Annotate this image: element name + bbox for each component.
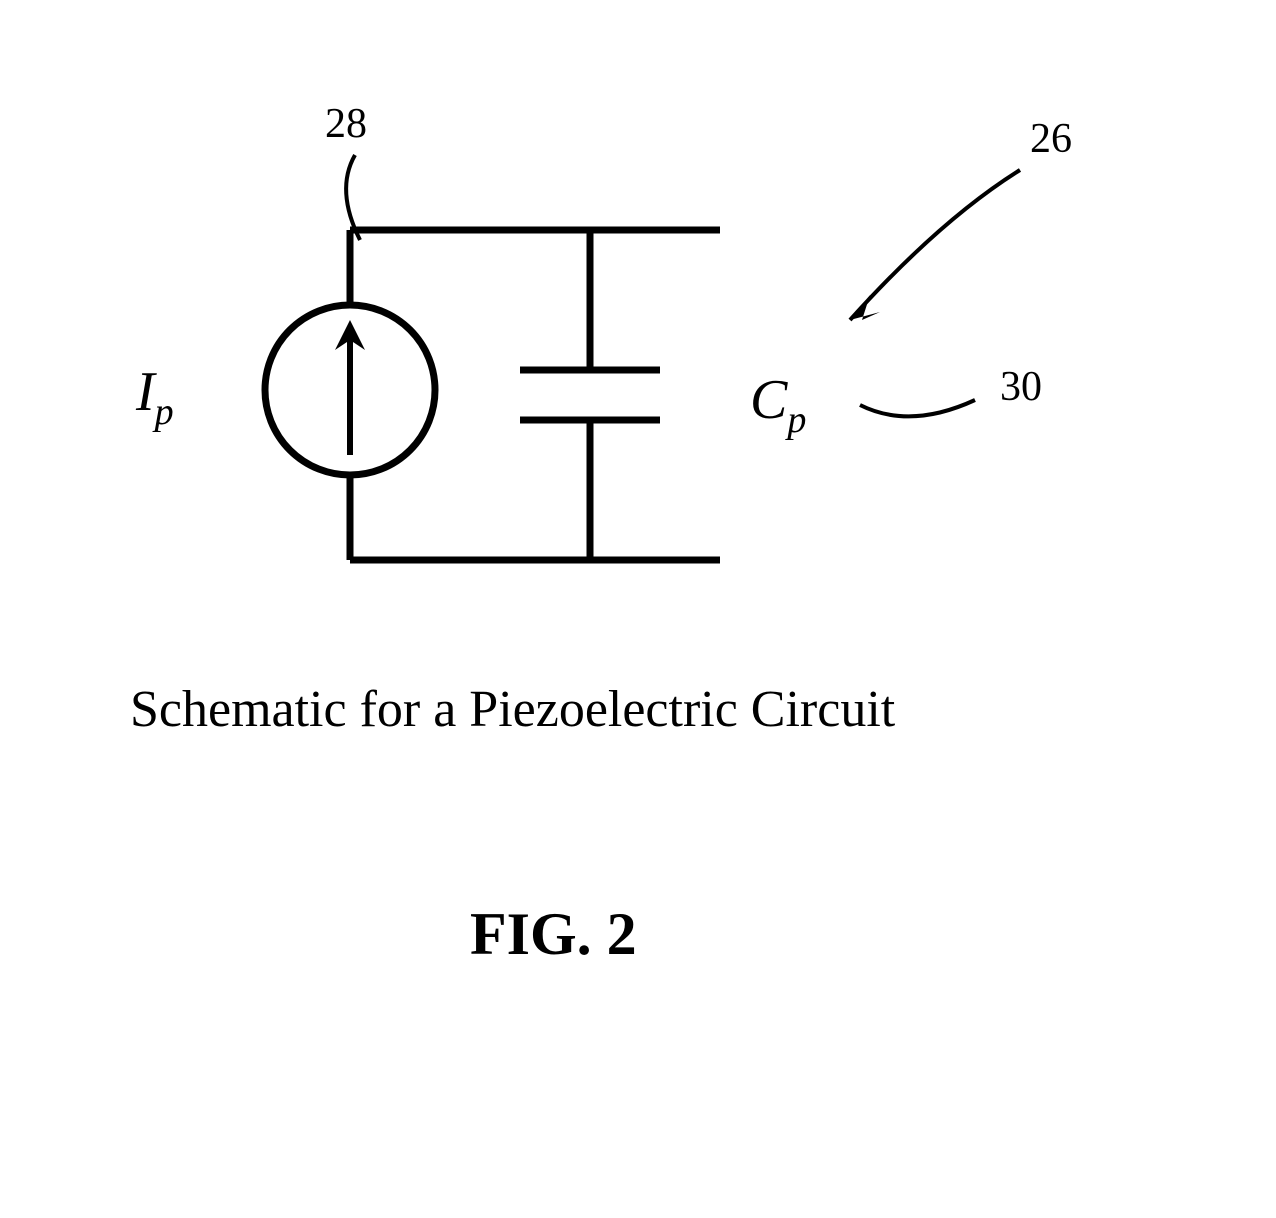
circuit-schematic — [220, 140, 740, 580]
current-source-label: Ip — [136, 360, 174, 424]
leader-line-30 — [850, 380, 990, 440]
capacitor-subscript: p — [787, 399, 806, 441]
leader-arrow-26 — [820, 160, 1040, 340]
diagram-caption: Schematic for a Piezoelectric Circuit — [130, 680, 895, 739]
ref-number-overall: 26 — [1030, 115, 1072, 163]
current-symbol: I — [136, 361, 155, 423]
figure-label: FIG. 2 — [470, 900, 637, 969]
capacitor-symbol: C — [750, 369, 787, 431]
ref-number-capacitor: 30 — [1000, 363, 1042, 411]
current-subscript: p — [155, 391, 174, 433]
diagram-container: 28 26 Ip Cp — [100, 100, 1176, 1118]
capacitor-label: Cp — [750, 368, 806, 432]
